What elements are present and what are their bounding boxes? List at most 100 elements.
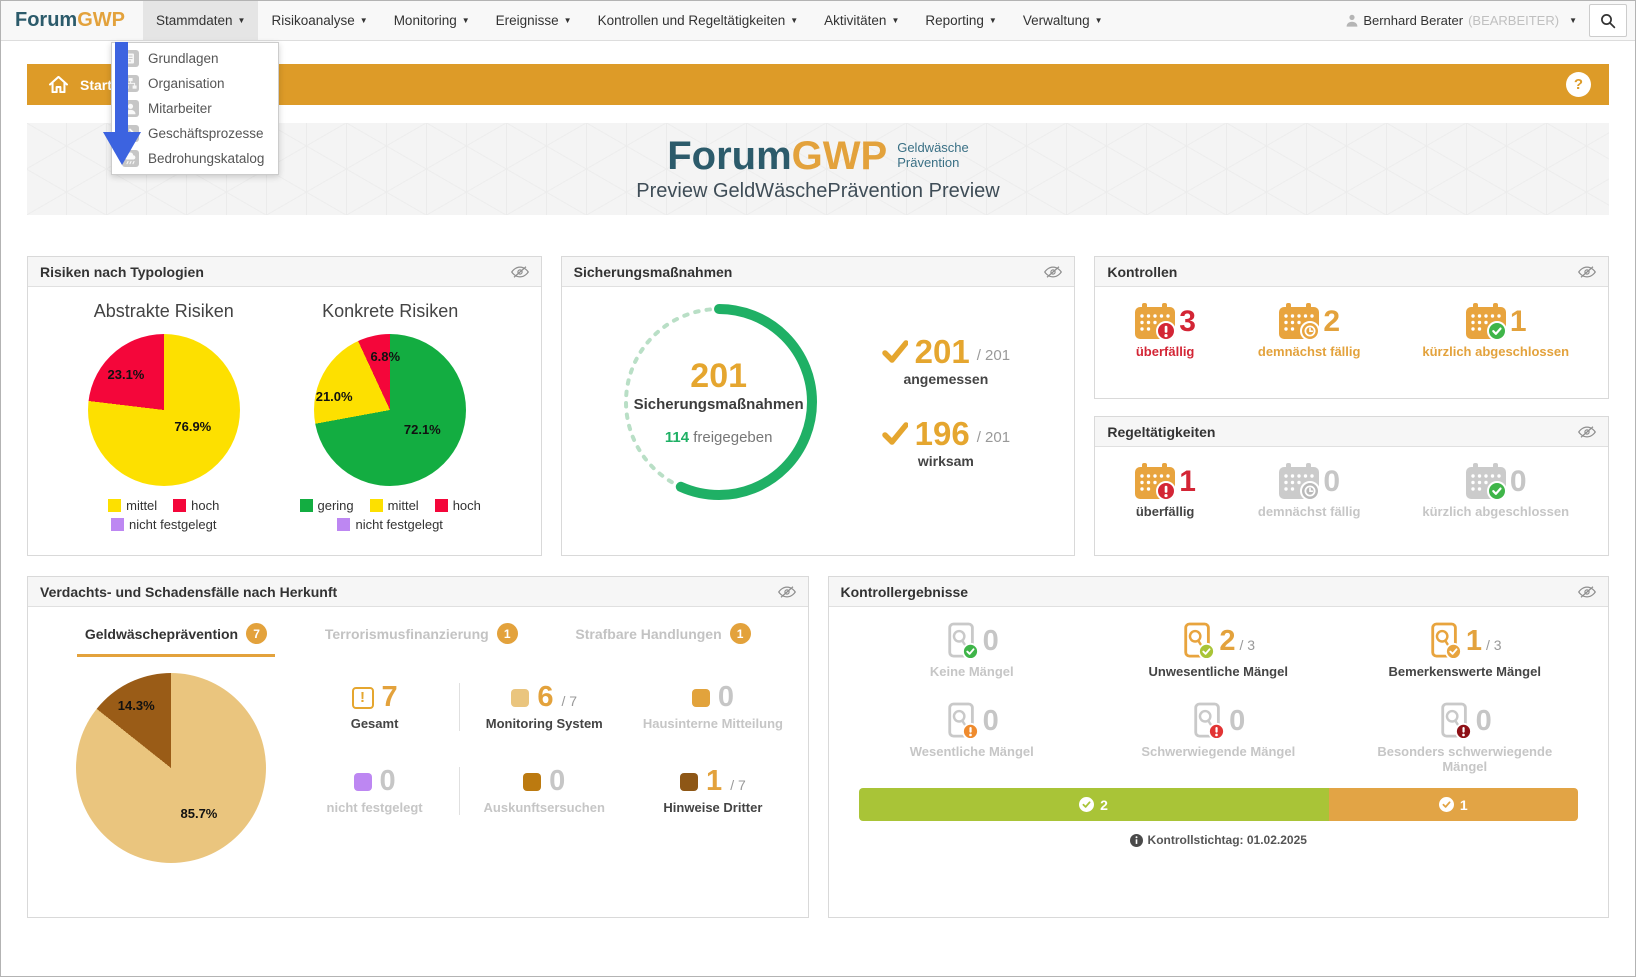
stat-kuerzlich-abgeschlossen: 1 kürzlich abgeschlossen [1422, 303, 1569, 359]
hide-panel-eye-icon[interactable] [1578, 265, 1596, 279]
total-label: Sicherungsmaßnahmen [633, 395, 804, 413]
pie-slice-label: 14.3% [117, 697, 155, 713]
tab-count-badge: 1 [729, 623, 751, 644]
nav-kontrollen-regeltaetigkeiten[interactable]: Kontrollen und Regeltätigkeiten ▼ [597, 13, 799, 28]
herkunft-tabs: Geldwäscheprävention 7 Terrorismusfinanz… [28, 607, 808, 657]
stat-value: 6 [537, 681, 554, 713]
pie-slice-label: 21.0% [315, 388, 353, 404]
chart-abstrakte-risiken: Abstrakte Risiken 76.9% 23.1% mittel hoc… [87, 297, 240, 532]
chevron-down-icon: ▼ [563, 16, 572, 25]
person-icon [122, 100, 139, 117]
stat-label: nicht festgelegt [326, 800, 423, 815]
stat-label: Bemerkenswerte Mängel [1388, 664, 1541, 679]
hide-panel-eye-icon[interactable] [1578, 425, 1596, 439]
stat-demnaechst-faellig: 2 demnächst fällig [1258, 303, 1360, 359]
tab-geldwaeschepraevention[interactable]: Geldwäscheprävention 7 [76, 623, 276, 657]
legend-swatch [434, 499, 448, 512]
app-logo[interactable]: Forum GWP [1, 1, 143, 40]
stat-value: 196 [914, 415, 970, 452]
chevron-down-icon: ▼ [1094, 16, 1103, 25]
stat-hausinterne-mitteilung: 0 Hausinterne Mitteilung [628, 683, 797, 732]
calendar-completed-icon [1465, 463, 1507, 501]
legend-swatch [173, 499, 187, 512]
hero-subtitle: Preview GeldWäschePrävention Preview [636, 179, 1000, 202]
stat-total: / 7 [730, 777, 746, 793]
stat-label: Monitoring System [485, 716, 603, 731]
menu-item-geschaeftsprozesse[interactable]: Geschäftsprozesse [112, 121, 278, 146]
stat-label: Auskunftsersuchen [483, 800, 605, 815]
menu-item-organisation[interactable]: Organisation [112, 71, 278, 96]
hide-panel-eye-icon[interactable] [777, 585, 796, 599]
stat-total: / 3 [1486, 636, 1502, 653]
stat-label: Besonders schwerwiegende Mängel [1377, 744, 1553, 774]
stat-unwesentliche-maengel: 2 / 3 Unwesentliche Mängel [1095, 621, 1342, 679]
nav-aktivitaeten[interactable]: Aktivitäten ▼ [824, 13, 900, 28]
legend: gering mittel hoch nicht festgelegt [299, 498, 481, 532]
hide-panel-eye-icon[interactable] [1044, 265, 1063, 279]
stat-label: Gesamt [350, 716, 399, 731]
panel-title: Kontrollen [1107, 263, 1178, 280]
pie-slice-label: 72.1% [403, 422, 441, 438]
panel-title: Kontrollergebnisse [840, 583, 969, 600]
panel-kontrollen: Kontrollen 3 überfällig [1094, 256, 1609, 399]
stat-total: / 3 [1239, 636, 1256, 653]
stat-value: 0 [379, 765, 396, 797]
stat-value: 0 [982, 704, 999, 737]
hide-panel-eye-icon[interactable] [1578, 585, 1596, 599]
exclamation-icon: ! [351, 686, 374, 709]
pie-slice-label: 85.7% [180, 806, 218, 821]
stat-value: 1 [706, 765, 723, 797]
check-circle-icon [1438, 797, 1454, 812]
calendar-completed-icon [1465, 303, 1507, 341]
stat-total: / 201 [976, 429, 1011, 446]
legend-swatch [111, 518, 125, 531]
breadcrumb-start[interactable]: Start [80, 76, 112, 93]
tab-terrorismusfinanzierung[interactable]: Terrorismusfinanzierung 1 [317, 623, 526, 657]
menu-item-bedrohungskatalog[interactable]: Bedrohungskatalog [112, 146, 278, 171]
legend-swatch [108, 499, 122, 512]
stat-gesamt: ! 7 Gesamt [290, 681, 459, 732]
inspection-ok-icon [1184, 622, 1216, 660]
nav-reporting[interactable]: Reporting ▼ [925, 13, 997, 28]
panel-title: Risiken nach Typologien [40, 263, 204, 280]
tab-strafbare-handlungen[interactable]: Strafbare Handlungen 1 [567, 623, 758, 657]
bar-segment-note: 1 [1328, 788, 1578, 821]
home-icon[interactable] [49, 76, 68, 93]
stat-label: angemessen [903, 371, 989, 387]
hide-panel-eye-icon[interactable] [510, 265, 529, 279]
panel-verdachts-schadensfaelle: Verdachts- und Schadensfälle nach Herkun… [27, 576, 809, 918]
logo-part2: GWP [77, 9, 125, 31]
orgchart-icon [122, 75, 139, 92]
stat-label: wirksam [917, 453, 974, 469]
nav-stammdaten[interactable]: Stammdaten ▼ [143, 1, 259, 40]
user-menu[interactable]: Bernhard Berater (BEARBEITER) ▼ [1346, 13, 1577, 28]
calendar-overdue-icon [1135, 303, 1177, 341]
stat-nicht-festgelegt: 0 nicht festgelegt [290, 765, 459, 816]
inspection-critical-icon [1440, 702, 1472, 740]
nav-monitoring[interactable]: Monitoring ▼ [393, 13, 470, 28]
stat-wesentliche-maengel: 0 Wesentliche Mängel [849, 701, 1096, 774]
stat-value: 7 [381, 681, 398, 713]
nav-ereignisse[interactable]: Ereignisse ▼ [495, 13, 572, 28]
legend-swatch [337, 518, 351, 531]
chevron-down-icon: ▼ [1569, 16, 1577, 25]
nav-risikoanalyse[interactable]: Risikoanalyse ▼ [271, 13, 368, 28]
stat-value: 201 [914, 333, 970, 370]
menu-item-grundlagen[interactable]: Grundlagen [112, 46, 278, 71]
nav-verwaltung[interactable]: Verwaltung ▼ [1022, 13, 1103, 28]
stat-bemerkenswerte-maengel: 1 / 3 Bemerkenswerte Mängel [1342, 621, 1589, 679]
legend: mittel hoch nicht festgelegt [108, 498, 219, 532]
stat-value: 2 [1323, 305, 1340, 338]
chevron-down-icon: ▼ [461, 16, 470, 25]
panel-sicherungsmassnahmen: Sicherungsmaßnahmen 201 Sicherungsmaßnah… [560, 256, 1076, 556]
chevron-down-icon: ▼ [237, 16, 246, 25]
kontrollstichtag: Kontrollstichtag: 01.02.2025 [829, 833, 1609, 847]
search-button[interactable] [1589, 4, 1627, 37]
menu-item-mitarbeiter[interactable]: Mitarbeiter [112, 96, 278, 121]
chart-title: Konkrete Risiken [322, 301, 459, 321]
panel-regeltaetigkeiten: Regeltätigkeiten 1 überfällig [1094, 416, 1609, 556]
category-swatch [523, 772, 542, 791]
stat-label: Hinweise Dritter [663, 800, 763, 815]
pie-slice-label: 6.8% [370, 349, 401, 365]
help-button[interactable]: ? [1566, 72, 1591, 97]
